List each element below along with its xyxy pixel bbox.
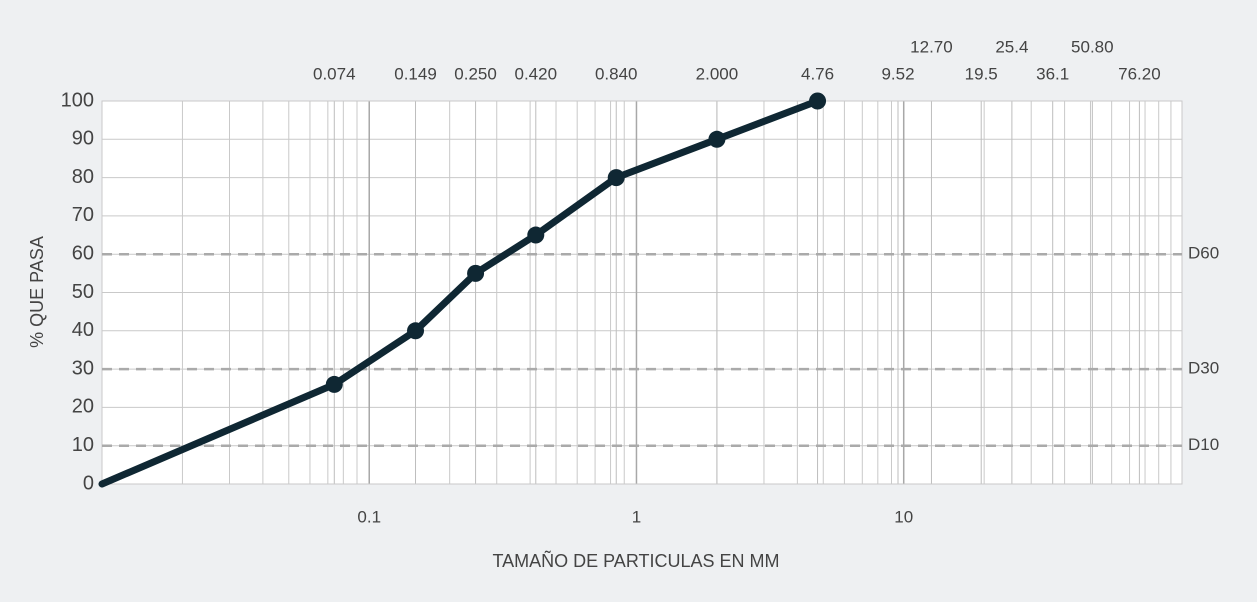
y-tick-label: 30 <box>72 357 94 379</box>
y-tick-label: 80 <box>72 166 94 188</box>
reference-label: D60 <box>1188 244 1219 263</box>
data-point <box>607 169 625 187</box>
reference-label: D30 <box>1188 359 1219 378</box>
y-tick-label: 70 <box>72 204 94 226</box>
reference-label: D10 <box>1188 435 1219 454</box>
data-line <box>98 97 822 488</box>
x2-tick-label: 19.5 <box>965 64 998 83</box>
x2-tick-label: 12.70 <box>910 37 953 56</box>
x2-tick-label: 36.1 <box>1036 64 1069 83</box>
y-tick-label: 40 <box>72 319 94 341</box>
x-tick-label: 0.1 <box>357 507 381 526</box>
y-tick-label: 90 <box>72 128 94 150</box>
x2-tick-label: 25.4 <box>995 37 1028 56</box>
x2-tick-label: 0.420 <box>515 64 558 83</box>
y-tick-label: 100 <box>61 89 94 111</box>
x2-tick-label: 0.074 <box>313 64 356 83</box>
data-point <box>407 322 425 340</box>
x2-tick-label: 2.000 <box>696 64 739 83</box>
x-axis-label: TAMAÑO DE PARTICULAS EN MM <box>492 550 779 571</box>
plot-border <box>101 100 1183 485</box>
x2-tick-label: 0.840 <box>595 64 638 83</box>
data-point <box>527 226 545 244</box>
x2-tick-label: 0.149 <box>394 64 437 83</box>
y-tick-label: 0 <box>83 472 94 494</box>
x2-tick-label: 0.250 <box>454 64 497 83</box>
y-tick-label: 60 <box>72 242 94 264</box>
data-point <box>467 264 485 282</box>
x2-tick-label: 4.76 <box>801 64 834 83</box>
data-point <box>708 130 726 148</box>
y-tick-label: 20 <box>72 396 94 418</box>
x-tick-label: 10 <box>894 507 913 526</box>
x2-tick-label: 9.52 <box>881 64 914 83</box>
x-tick-label: 1 <box>632 507 641 526</box>
data-point <box>325 375 343 393</box>
y-tick-label: 10 <box>72 434 94 456</box>
x2-tick-label: 76.20 <box>1118 64 1161 83</box>
y-axis-label: % QUE PASA <box>27 236 47 348</box>
y-tick-label: 50 <box>72 281 94 303</box>
x2-tick-label: 50.80 <box>1071 37 1114 56</box>
data-point <box>809 92 827 110</box>
